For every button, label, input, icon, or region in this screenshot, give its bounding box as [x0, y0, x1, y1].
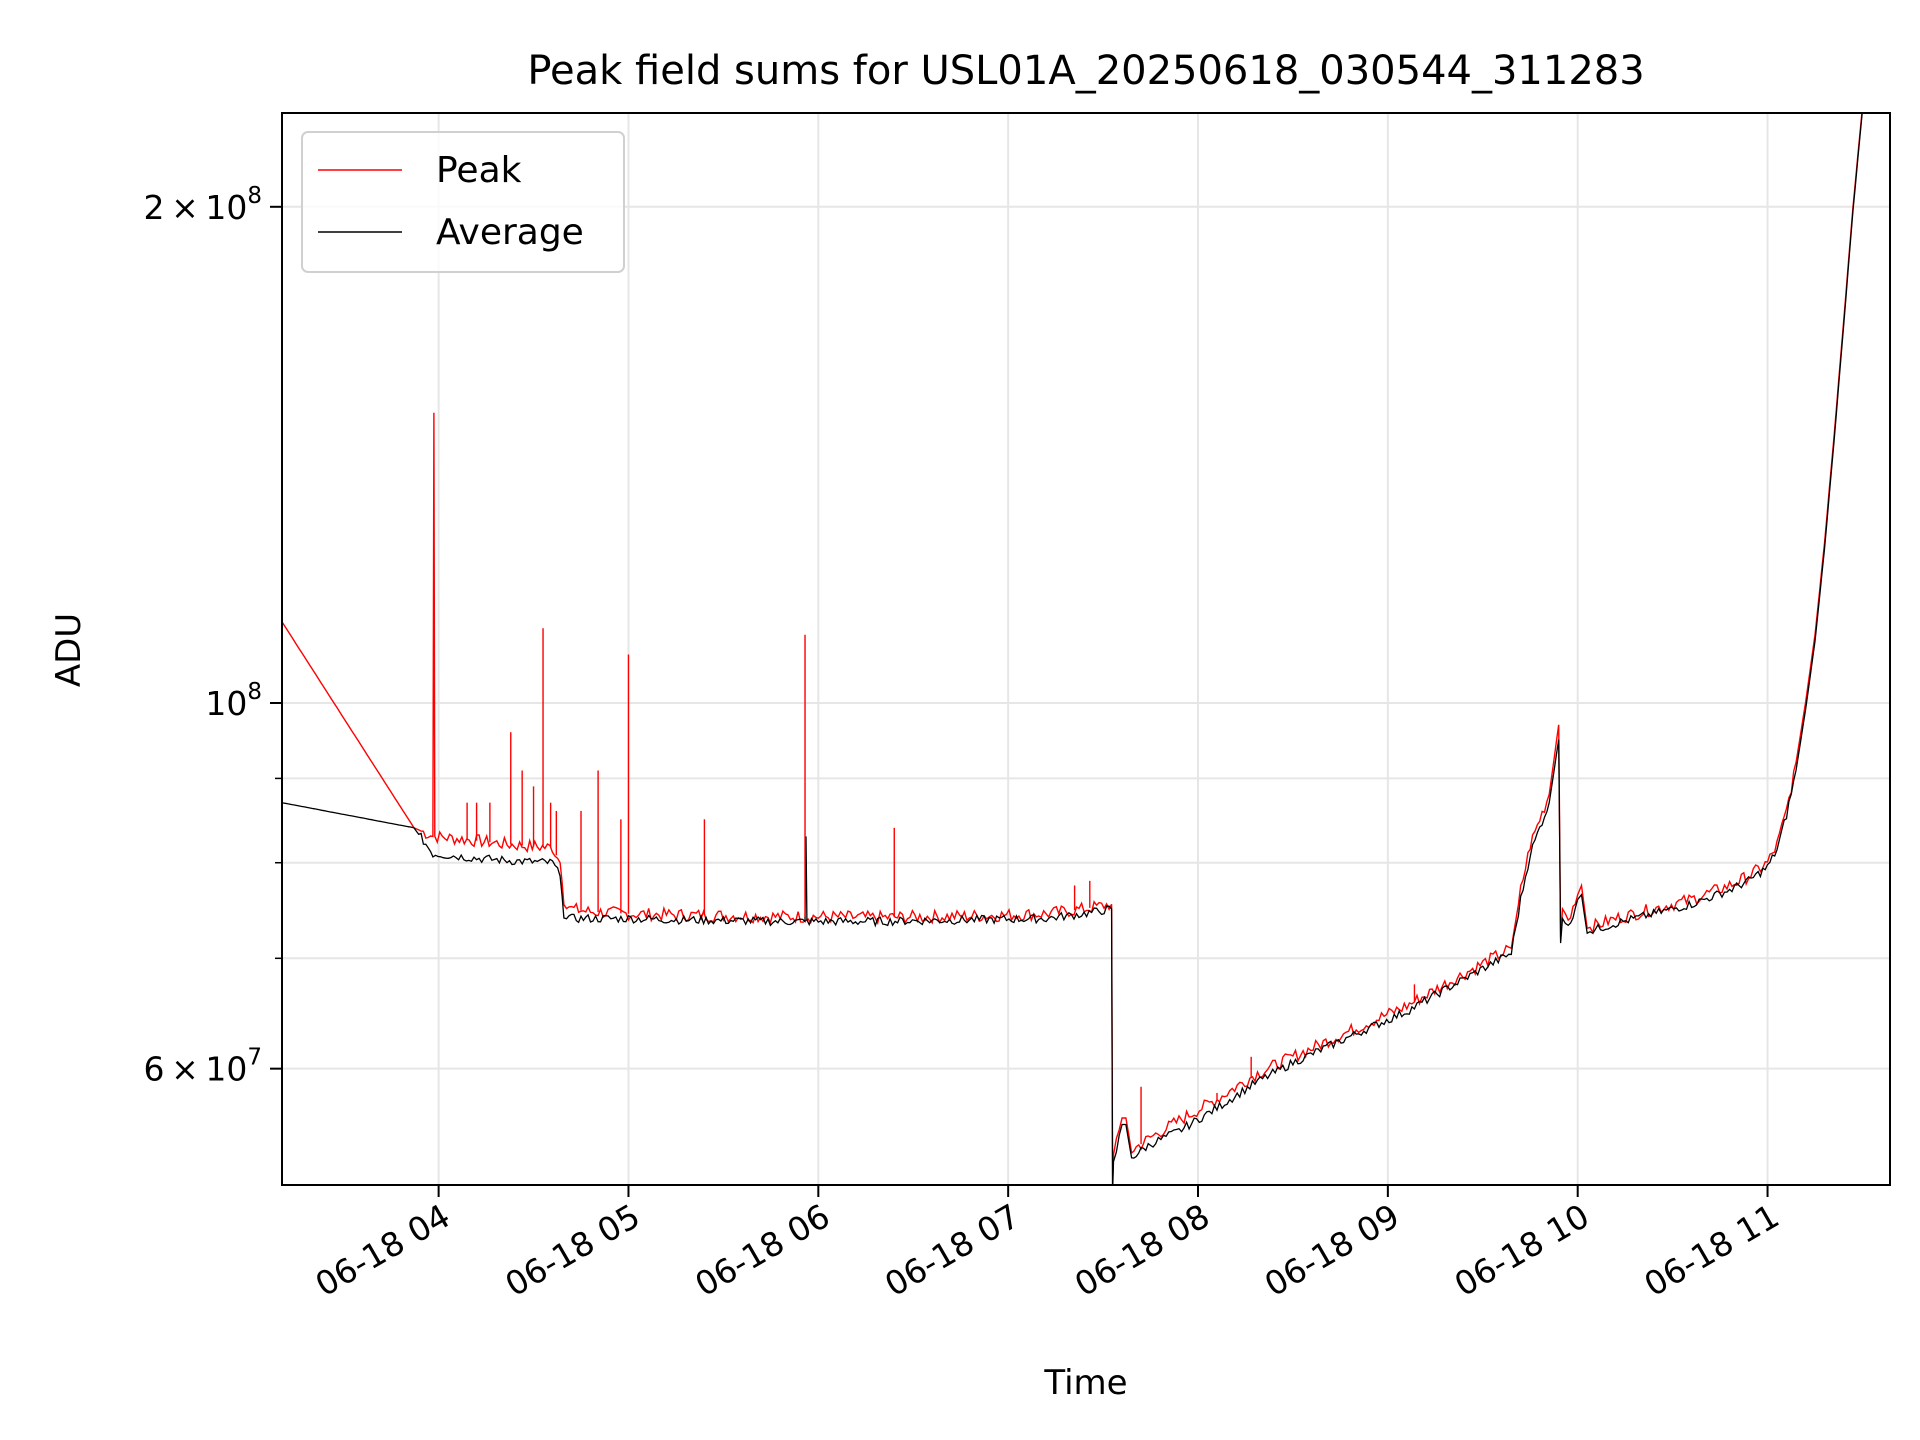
- legend-peak-label: Peak: [436, 150, 522, 191]
- legend-box: [301, 131, 625, 273]
- y-tick-label: 6 × 107: [144, 1045, 262, 1089]
- legend-average-label: Average: [436, 212, 584, 253]
- x-axis-label: Time: [1043, 1363, 1127, 1403]
- series-layer: [282, 113, 1863, 1185]
- plot-frame: [281, 112, 1891, 1186]
- y-tick-label: 108: [205, 679, 262, 723]
- y-axis: 6 × 107 108 2 × 108: [144, 183, 282, 1089]
- grid-lines: [282, 113, 1890, 1185]
- legend: Peak Average: [301, 131, 625, 273]
- series-average-line: [282, 113, 1863, 1185]
- y-tick-label: 2 × 108: [144, 183, 262, 227]
- y-axis-label: ADU: [49, 613, 89, 687]
- chart-title: Peak field sums for USL01A_20250618_0305…: [527, 48, 1644, 94]
